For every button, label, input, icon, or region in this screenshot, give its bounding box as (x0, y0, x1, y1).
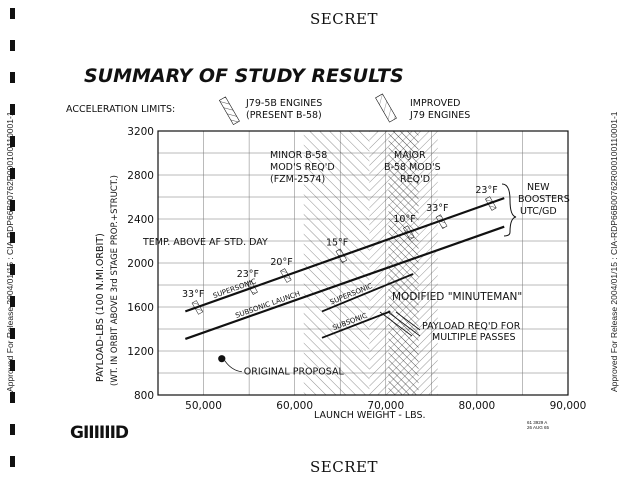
series-label: SUBSONIC LAUNCH (234, 290, 301, 320)
x-tick-label: 50,000 (185, 400, 222, 412)
temperature-marks: 33°F 23°F 20°F 15°F 10°F 33°F 23°F (182, 185, 498, 315)
legend-label-j79-sub: (PRESENT B-58) (246, 110, 322, 121)
chart-title: SUMMARY OF STUDY RESULTS (84, 65, 404, 87)
temperature-marker (280, 268, 292, 283)
binding-hole-mark (10, 200, 15, 211)
binding-hole-mark (10, 392, 15, 403)
y-tick-label: 1200 (127, 346, 154, 358)
temperature-marker (485, 196, 497, 211)
temperature-label: 23°F (237, 269, 259, 280)
y-tick-label: 800 (134, 390, 154, 402)
multipass-hatch-lines (379, 311, 421, 337)
classification-stamp-bottom: SECRET (310, 458, 378, 476)
series-line (321, 273, 414, 313)
temperature-marker (191, 300, 204, 315)
y-axis-ticks: 800 1200 1600 2000 2400 2800 3200 (127, 126, 154, 402)
original-proposal-leader (224, 360, 242, 373)
binding-hole-mark (10, 104, 15, 115)
series-line (184, 225, 505, 340)
series-line (184, 197, 505, 313)
legend-label-improved: IMPROVED (410, 98, 460, 109)
region-minor-mods (303, 131, 370, 395)
original-proposal-label: ORIGINAL PROPOSAL (244, 367, 345, 378)
y-tick-label: 2000 (127, 258, 154, 270)
plot-frame (157, 130, 569, 396)
legend-title: ACCELERATION LIMITS: (66, 104, 175, 115)
binding-hole-mark (10, 168, 15, 179)
original-proposal-point (218, 355, 226, 363)
temperature-label: 20°F (270, 257, 292, 268)
annotation-multipass-1: PAYLOAD REQ'D FOR (422, 321, 521, 332)
figure-reference: 61 3929 A 26 AUG 65 (527, 420, 549, 430)
binding-hole-mark (10, 232, 15, 243)
temperature-label: 33°F (182, 289, 204, 300)
binding-hole-mark (10, 8, 15, 19)
annotation-multipass-2: MULTIPLE PASSES (432, 332, 516, 343)
x-axis-ticks: 50,000 60,000 70,000 80,000 90,000 (185, 400, 586, 412)
x-tick-label: 90,000 (550, 400, 587, 412)
classification-stamp-top: SECRET (310, 10, 378, 28)
temperature-marker (435, 214, 448, 229)
y-tick-label: 2800 (127, 170, 154, 182)
temperature-marker (246, 280, 258, 295)
legend-swatch-single-hatch (218, 96, 240, 126)
y-axis-label: PAYLOAD-LBS (100 N.MI.ORBIT) (95, 233, 106, 382)
binding-hole-mark (10, 136, 15, 147)
legend-swatch-cross-hatch (375, 93, 397, 123)
binding-hole-mark (10, 72, 15, 83)
temperature-label: 10°F (393, 214, 415, 225)
x-tick-label: 70,000 (367, 400, 404, 412)
annotation-new-boosters-3: UTC/GD (520, 206, 557, 217)
binding-hole-mark (10, 424, 15, 435)
x-axis-label: LAUNCH WEIGHT - LBS. (314, 410, 426, 421)
figure-reference-date: 26 AUG 65 (527, 425, 550, 430)
region-label-major-1: MAJOR (394, 150, 426, 161)
boosters-brace (501, 183, 517, 237)
binding-hole-mark (10, 264, 15, 275)
temperature-marker (403, 225, 415, 240)
temperature-label: 23°F (475, 185, 497, 196)
region-label-minor-3: (FZM-2574) (270, 174, 325, 185)
figure-reference-line: 61 3929 A (527, 420, 548, 425)
temperature-label: 15°F (326, 237, 348, 248)
annotation-modified-minuteman: MODIFIED "MINUTEMAN" (392, 291, 522, 303)
y-axis-label-secondary: (WT. IN ORBIT ABOVE 3rd STAGE PROP.+STRU… (110, 175, 120, 386)
annotation-new-boosters-1: NEW (527, 182, 550, 193)
annotation-new-boosters-2: BOOSTERS (518, 194, 570, 205)
legend-label-improved-sub: J79 ENGINES (409, 110, 470, 121)
y-tick-label: 1600 (127, 302, 154, 314)
region-label-minor-2: MOD'S REQ'D (270, 162, 335, 173)
binding-hole-mark (10, 328, 15, 339)
temperature-label: 33°F (426, 203, 448, 214)
temperature-marker (335, 248, 348, 263)
binding-hole-mark (10, 40, 15, 51)
binding-hole-mark (10, 296, 15, 307)
binding-hole-mark (10, 360, 15, 371)
series-line (321, 310, 391, 339)
document-code-stamp: GIIIIIID (70, 423, 129, 443)
x-tick-label: 80,000 (459, 400, 496, 412)
legend-label-j79: J79-5B ENGINES (245, 98, 322, 109)
region-label-major-3: REQ'D (400, 174, 430, 185)
y-tick-label: 3200 (127, 126, 154, 138)
y-tick-label: 2400 (127, 214, 154, 226)
region-label-major-2: B-58 MOD'S (384, 162, 441, 173)
region-label-minor-1: MINOR B-58 (270, 150, 327, 161)
binding-hole-mark (10, 456, 15, 467)
x-tick-label: 60,000 (276, 400, 313, 412)
annotation-temp-above-std: TEMP. ABOVE AF STD. DAY (142, 237, 268, 248)
